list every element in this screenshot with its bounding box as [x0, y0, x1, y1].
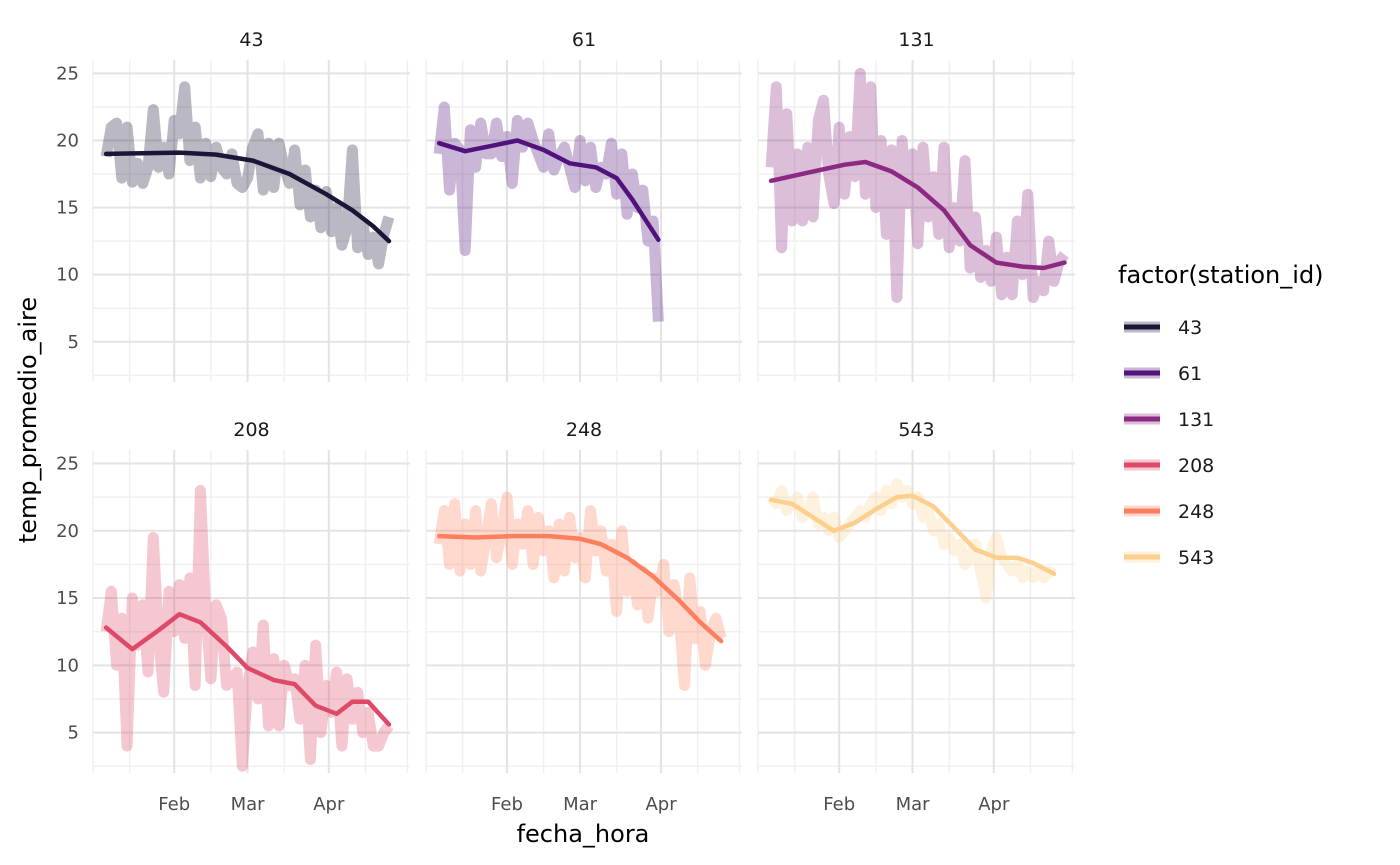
legend-label: 248: [1178, 501, 1214, 523]
facet-strip-label: 543: [898, 419, 934, 441]
legend-item-543: 543: [1124, 547, 1214, 569]
series-line-raw-61: [433, 101, 664, 322]
y-tick-label: 10: [56, 265, 79, 286]
legend-label: 43: [1178, 317, 1202, 339]
y-tick-label: 20: [56, 521, 79, 542]
legend-label: 131: [1178, 409, 1214, 431]
x-tick-label: Apr: [645, 794, 677, 815]
facet-strip-label: 43: [239, 29, 263, 51]
x-tick-label: Mar: [563, 794, 598, 815]
y-tick-label: 20: [56, 131, 79, 152]
x-tick-label: Mar: [896, 794, 931, 815]
facet-strip-label: 61: [572, 29, 596, 51]
series-line-smooth-61: [436, 138, 661, 243]
series-line-smooth-248: [436, 533, 724, 644]
facet-panel-208: 208: [92, 419, 410, 773]
legend-item-131: 131: [1124, 409, 1214, 431]
series-line-raw-43: [100, 81, 395, 270]
x-axis-title: fecha_hora: [517, 820, 650, 848]
facet-strip-label: 248: [566, 419, 602, 441]
facet-strip-label: 131: [898, 29, 934, 51]
series-line-smooth-131: [768, 159, 1067, 271]
legend-title: factor(station_id): [1118, 261, 1324, 289]
legend-item-61: 61: [1124, 363, 1202, 385]
y-tick-label: 5: [68, 723, 79, 744]
facet-strip-label: 208: [233, 419, 269, 441]
legend-label: 208: [1178, 455, 1214, 477]
series-line-raw-208: [100, 484, 394, 772]
facet-panel-543: 543: [757, 419, 1075, 773]
y-axis-title: temp_promedio_aire: [14, 297, 42, 543]
x-tick-label: Feb: [823, 794, 855, 815]
facet-panels: 43 61 131 208 248 543: [92, 29, 1075, 773]
y-tick-label: 5: [68, 332, 79, 353]
facet-panel-61: 61: [425, 29, 742, 382]
legend-item-248: 248: [1124, 501, 1214, 523]
series-line-raw-543: [766, 478, 1057, 604]
y-tick-label: 25: [56, 453, 79, 474]
series-line-smooth-208: [103, 611, 392, 727]
legend-label: 61: [1178, 363, 1202, 385]
x-tick-label: Apr: [313, 794, 345, 815]
x-tick-label: Feb: [491, 794, 523, 815]
x-tick-label: Apr: [978, 794, 1010, 815]
legend: 43 61 131 208 248 543: [1124, 317, 1214, 569]
facet-panel-43: 43: [92, 29, 410, 382]
series-line-smooth-543: [768, 493, 1057, 577]
series-line-raw-131: [765, 67, 1069, 303]
y-tick-label: 15: [56, 588, 79, 609]
x-tick-label: Mar: [231, 794, 266, 815]
y-tick-label: 15: [56, 198, 79, 219]
legend-item-208: 208: [1124, 455, 1214, 477]
facet-panel-248: 248: [425, 419, 742, 773]
facet-panel-131: 131: [757, 29, 1075, 382]
y-tick-label: 25: [56, 63, 79, 84]
y-tick-label: 10: [56, 655, 79, 676]
axes-layer: 5 10 15 20 25 5 10 15 20 25 Feb Mar Apr Feb Mar Apr Feb M…: [56, 63, 1010, 815]
series-line-smooth-43: [103, 150, 392, 244]
legend-item-43: 43: [1124, 317, 1202, 339]
x-tick-label: Feb: [158, 794, 190, 815]
legend-label: 543: [1178, 547, 1214, 569]
